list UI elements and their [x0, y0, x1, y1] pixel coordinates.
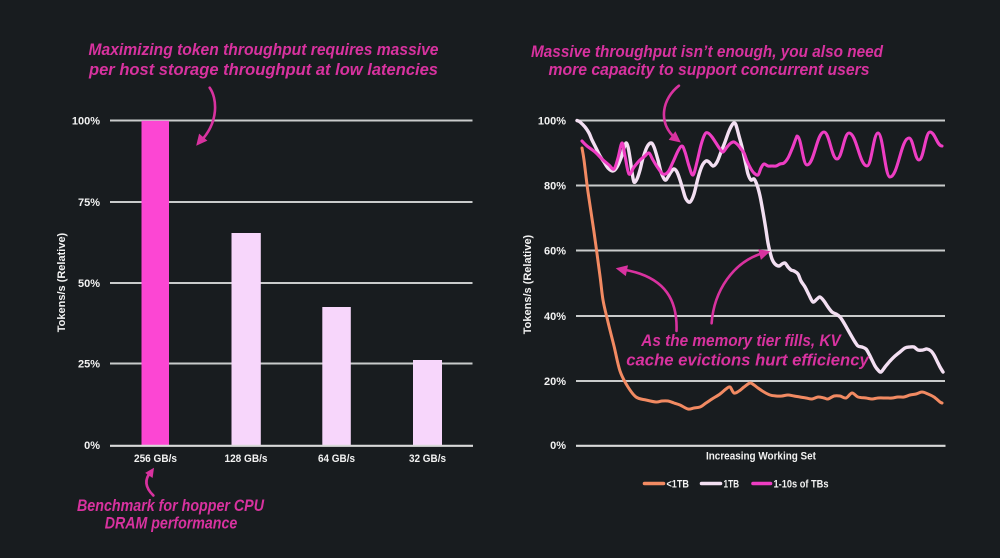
svg-text:50%: 50% — [78, 278, 100, 290]
svg-text:40%: 40% — [544, 311, 566, 323]
svg-text:Tokens/s (Relative): Tokens/s (Relative) — [522, 234, 534, 334]
svg-text:Benchmark for hopper CPU: Benchmark for hopper CPU — [77, 497, 265, 515]
svg-text:As the memory tier fills, KV: As the memory tier fills, KV — [640, 332, 842, 350]
svg-text:75%: 75% — [78, 197, 100, 209]
svg-text:100%: 100% — [72, 116, 100, 128]
svg-text:100%: 100% — [538, 116, 566, 128]
svg-text:DRAM performance: DRAM performance — [105, 515, 238, 533]
svg-text:more capacity to support concu: more capacity to support concurrent user… — [549, 61, 870, 79]
svg-text:256 GB/s: 256 GB/s — [134, 453, 177, 465]
svg-text:1-10s of TBs: 1-10s of TBs — [774, 479, 829, 491]
svg-text:32 GB/s: 32 GB/s — [409, 453, 446, 465]
svg-text:Increasing Working Set: Increasing Working Set — [706, 451, 816, 463]
svg-text:20%: 20% — [544, 376, 566, 388]
svg-text:0%: 0% — [84, 440, 100, 452]
svg-text:Tokens/s (Relative): Tokens/s (Relative) — [56, 232, 68, 332]
svg-text:80%: 80% — [544, 181, 566, 193]
svg-text:cache evictions hurt efficienc: cache evictions hurt efficiency — [626, 352, 869, 370]
svg-text:Maximizing token throughput re: Maximizing token throughput requires mas… — [89, 41, 439, 59]
svg-text:0%: 0% — [550, 440, 566, 452]
svg-text:64 GB/s: 64 GB/s — [318, 453, 355, 465]
svg-text:1TB: 1TB — [724, 479, 740, 491]
svg-text:128 GB/s: 128 GB/s — [225, 453, 268, 465]
svg-text:Massive throughput isn’t enoug: Massive throughput isn’t enough, you als… — [531, 43, 884, 61]
svg-text:per host storage throughput at: per host storage throughput at low laten… — [88, 61, 438, 79]
svg-text:60%: 60% — [544, 246, 566, 258]
svg-text:25%: 25% — [78, 359, 100, 371]
svg-text:<1TB: <1TB — [667, 479, 690, 491]
